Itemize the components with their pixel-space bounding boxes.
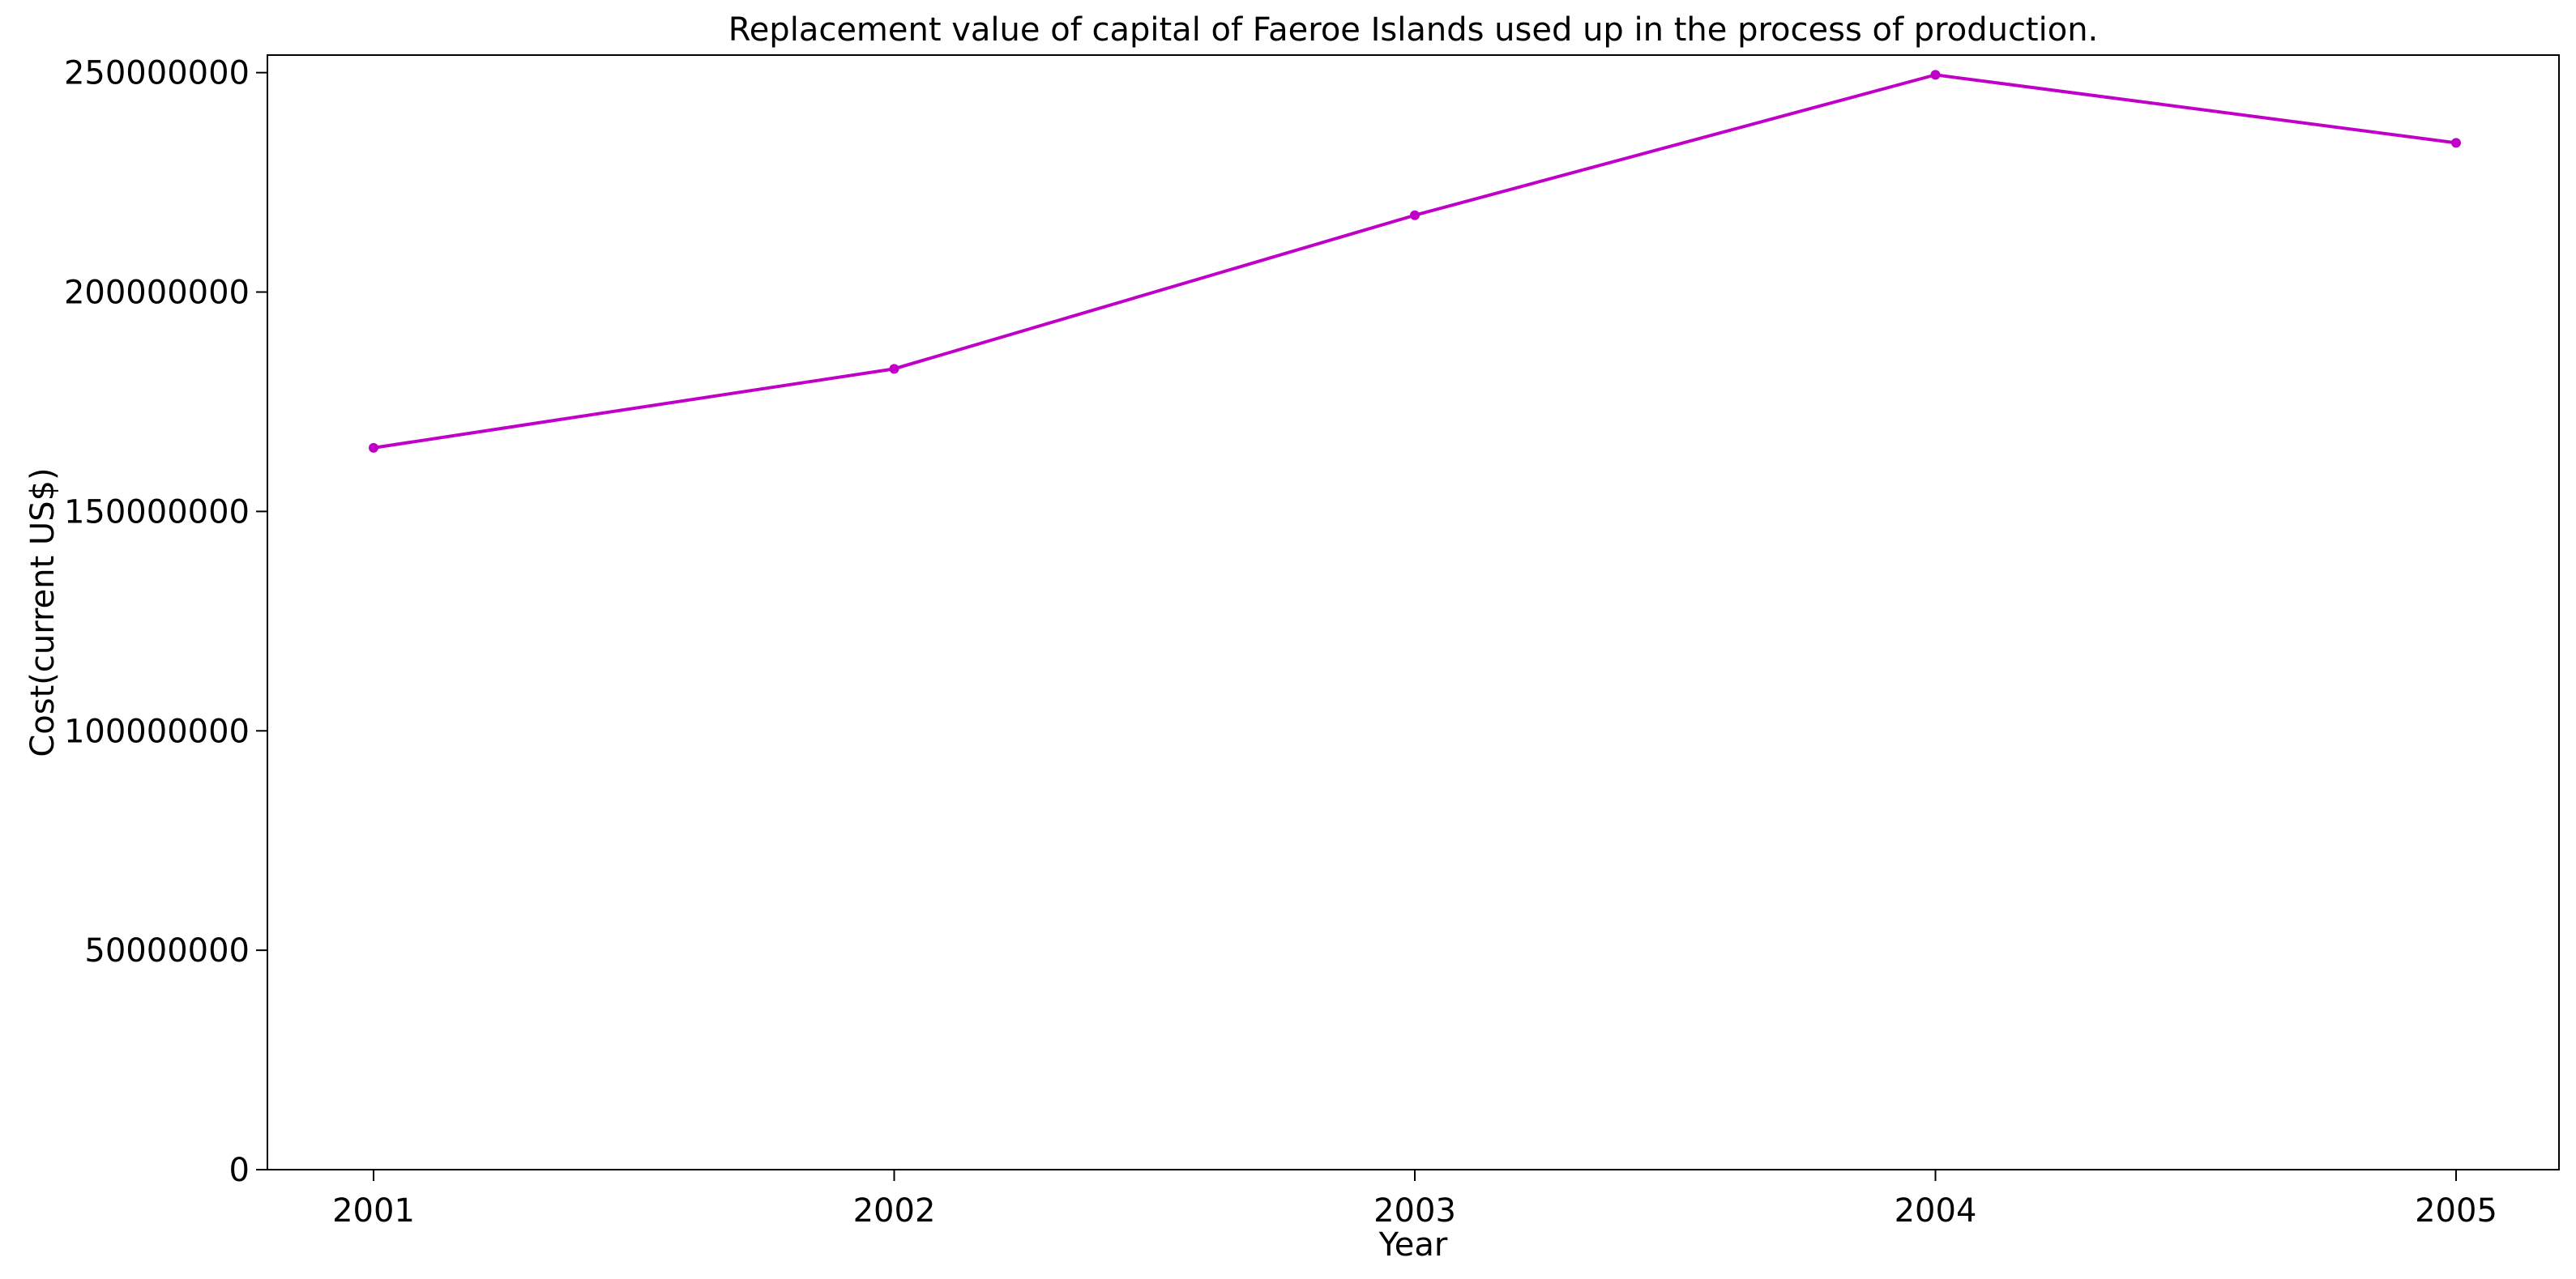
y-tick-label: 250000000 [64,55,250,92]
x-axis: 2001 2002 2003 2004 2005 [332,1170,2497,1230]
x-tick-label: 2004 [1895,1192,1977,1230]
x-axis-label: Year [1378,1226,1448,1264]
data-point-2005 [2451,138,2461,148]
y-tick-label: 50000000 [84,932,250,970]
y-tick-label: 150000000 [64,493,250,531]
data-point-2001 [369,442,378,453]
y-tick-label: 200000000 [64,275,250,312]
series-line [373,73,2457,450]
plot-area-frame [267,54,2560,1170]
x-tick-label: 2002 [853,1192,936,1230]
chart-title: Replacement value of capital of Faeroe I… [728,11,2099,49]
series-layer [369,70,2461,453]
data-point-2004 [1930,70,1941,80]
x-tick-label: 2005 [2415,1192,2497,1230]
y-axis: 0 50000000 100000000 150000000 200000000 2500… [64,55,267,1189]
data-point-2003 [1410,210,1420,220]
x-tick-label: 2001 [332,1192,415,1230]
y-axis-label: Cost(current US$) [24,467,62,757]
y-tick-label: 0 [229,1152,250,1189]
x-tick-label: 2003 [1373,1192,1456,1230]
data-point-2002 [889,364,899,374]
y-tick-label: 100000000 [64,713,250,750]
